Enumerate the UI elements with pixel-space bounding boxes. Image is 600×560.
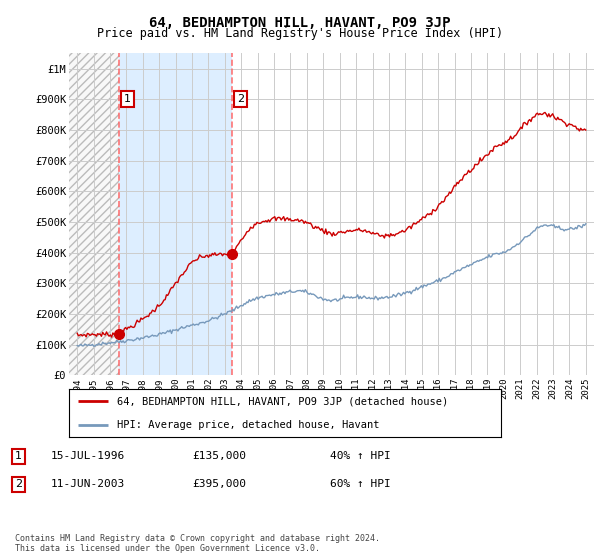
- Text: £135,000: £135,000: [192, 451, 246, 461]
- Text: 60% ↑ HPI: 60% ↑ HPI: [330, 479, 391, 489]
- Text: Contains HM Land Registry data © Crown copyright and database right 2024.
This d: Contains HM Land Registry data © Crown c…: [15, 534, 380, 553]
- Text: 64, BEDHAMPTON HILL, HAVANT, PO9 3JP: 64, BEDHAMPTON HILL, HAVANT, PO9 3JP: [149, 16, 451, 30]
- Text: HPI: Average price, detached house, Havant: HPI: Average price, detached house, Hava…: [116, 420, 379, 430]
- Text: 2: 2: [15, 479, 22, 489]
- Text: 2: 2: [237, 94, 244, 104]
- Text: 1: 1: [124, 94, 131, 104]
- Text: £395,000: £395,000: [192, 479, 246, 489]
- Text: 64, BEDHAMPTON HILL, HAVANT, PO9 3JP (detached house): 64, BEDHAMPTON HILL, HAVANT, PO9 3JP (de…: [116, 396, 448, 406]
- Text: 40% ↑ HPI: 40% ↑ HPI: [330, 451, 391, 461]
- Bar: [69, 53, 119, 375]
- Text: 15-JUL-1996: 15-JUL-1996: [51, 451, 125, 461]
- Bar: [119, 53, 232, 375]
- Text: 1: 1: [15, 451, 22, 461]
- Text: Price paid vs. HM Land Registry's House Price Index (HPI): Price paid vs. HM Land Registry's House …: [97, 27, 503, 40]
- Text: 11-JUN-2003: 11-JUN-2003: [51, 479, 125, 489]
